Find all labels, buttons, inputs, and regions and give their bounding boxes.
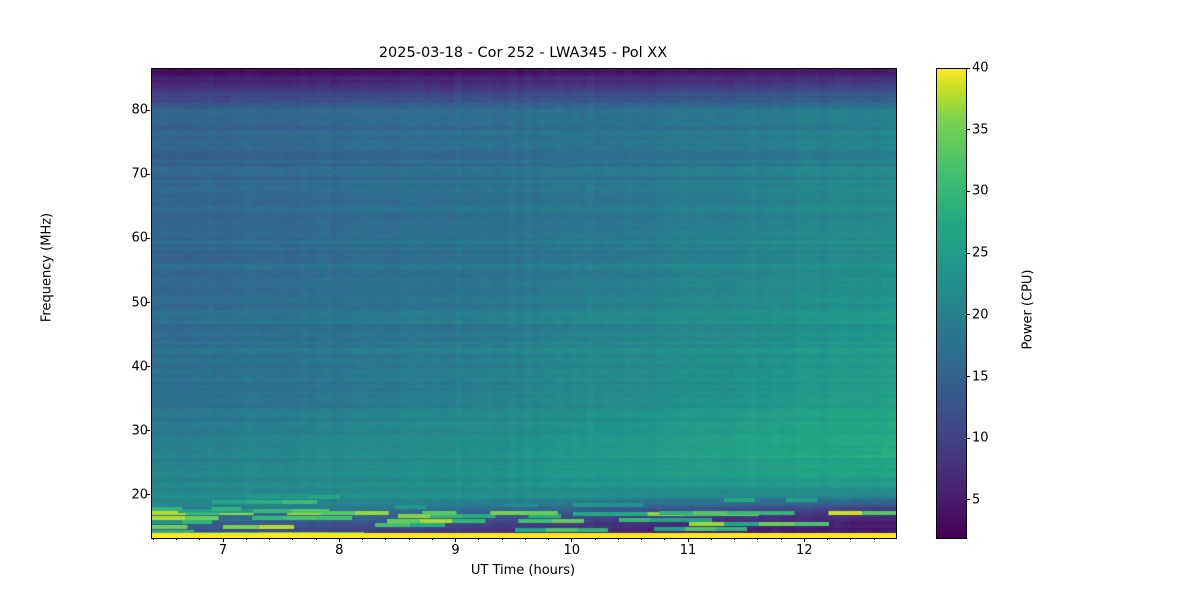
colorbar-tick-mark <box>966 437 970 439</box>
y-tick-mark <box>146 494 150 496</box>
x-tick-mark <box>571 538 573 542</box>
colorbar-axes <box>936 68 967 539</box>
x-minor-tick-mark <box>385 538 387 541</box>
x-minor-tick-mark <box>245 538 247 541</box>
x-minor-tick-mark <box>269 538 271 541</box>
y-tick-mark <box>146 366 150 368</box>
x-minor-tick-mark <box>641 538 643 541</box>
colorbar-tick-label: 30 <box>972 183 989 199</box>
x-tick-mark <box>455 538 457 542</box>
x-minor-tick-mark <box>501 538 503 541</box>
spectrogram-axes <box>151 68 897 539</box>
y-tick-label: 40 <box>131 359 148 375</box>
colorbar-label: Power (CPU) <box>1020 269 1036 350</box>
spectrogram-image <box>152 69 896 538</box>
y-tick-label: 60 <box>131 230 148 246</box>
colorbar-tick-mark <box>966 67 970 69</box>
x-tick-label: 12 <box>796 543 813 558</box>
x-minor-tick-mark <box>362 538 364 541</box>
colorbar-tick-label: 35 <box>972 122 989 138</box>
x-minor-tick-mark <box>617 538 619 541</box>
y-tick-label: 70 <box>131 166 148 182</box>
x-minor-tick-mark <box>734 538 736 541</box>
y-axis-label: Frequency (MHz) <box>39 212 55 323</box>
colorbar-tick-label: 20 <box>972 307 989 323</box>
y-tick-mark <box>146 109 150 111</box>
y-tick-label: 20 <box>131 487 148 503</box>
y-tick-mark <box>146 237 150 239</box>
x-minor-tick-mark <box>780 538 782 541</box>
colorbar-tick-label: 40 <box>972 60 989 76</box>
colorbar-tick-mark <box>966 314 970 316</box>
x-tick-mark <box>222 538 224 542</box>
colorbar-tick-mark <box>966 252 970 254</box>
x-minor-tick-mark <box>315 538 317 541</box>
chart-title: 2025-03-18 - Cor 252 - LWA345 - Pol XX <box>378 45 668 61</box>
x-minor-tick-mark <box>873 538 875 541</box>
x-minor-tick-mark <box>478 538 480 541</box>
x-minor-tick-mark <box>664 538 666 541</box>
y-tick-mark <box>146 173 150 175</box>
colorbar-tick-label: 10 <box>972 430 989 446</box>
x-minor-tick-mark <box>710 538 712 541</box>
x-minor-tick-mark <box>757 538 759 541</box>
colorbar-tick-mark <box>966 190 970 192</box>
x-tick-mark <box>687 538 689 542</box>
x-tick-label: 10 <box>563 543 581 558</box>
y-tick-mark <box>146 302 150 303</box>
x-minor-tick-mark <box>548 538 550 541</box>
x-minor-tick-mark <box>408 538 410 541</box>
colorbar-tick-mark <box>966 499 970 501</box>
x-minor-tick-mark <box>431 538 433 541</box>
x-axis-label: UT Time (hours) <box>470 563 576 578</box>
x-tick-label: 7 <box>218 543 228 558</box>
x-minor-tick-mark <box>199 538 201 541</box>
colorbar-tick-label: 25 <box>972 245 989 261</box>
x-tick-mark <box>338 538 340 542</box>
x-minor-tick-mark <box>292 538 294 541</box>
colorbar-tick-label: 15 <box>972 369 989 385</box>
x-minor-tick-mark <box>850 538 852 541</box>
x-minor-tick-mark <box>594 538 596 541</box>
y-tick-label: 80 <box>131 102 148 118</box>
colorbar-tick-label: 5 <box>972 492 981 508</box>
x-tick-label: 11 <box>679 543 697 558</box>
x-tick-label: 9 <box>451 543 460 558</box>
y-tick-label: 30 <box>131 423 148 439</box>
colorbar-tick-mark <box>966 129 970 131</box>
x-minor-tick-mark <box>152 538 154 541</box>
x-minor-tick-mark <box>827 538 829 541</box>
x-minor-tick-mark <box>524 538 526 541</box>
x-tick-mark <box>803 538 805 542</box>
colorbar-tick-mark <box>966 376 970 378</box>
x-minor-tick-mark <box>176 538 178 541</box>
x-tick-label: 8 <box>335 543 344 558</box>
y-tick-mark <box>146 430 150 432</box>
y-tick-label: 50 <box>131 295 148 310</box>
colorbar-gradient <box>937 69 966 538</box>
